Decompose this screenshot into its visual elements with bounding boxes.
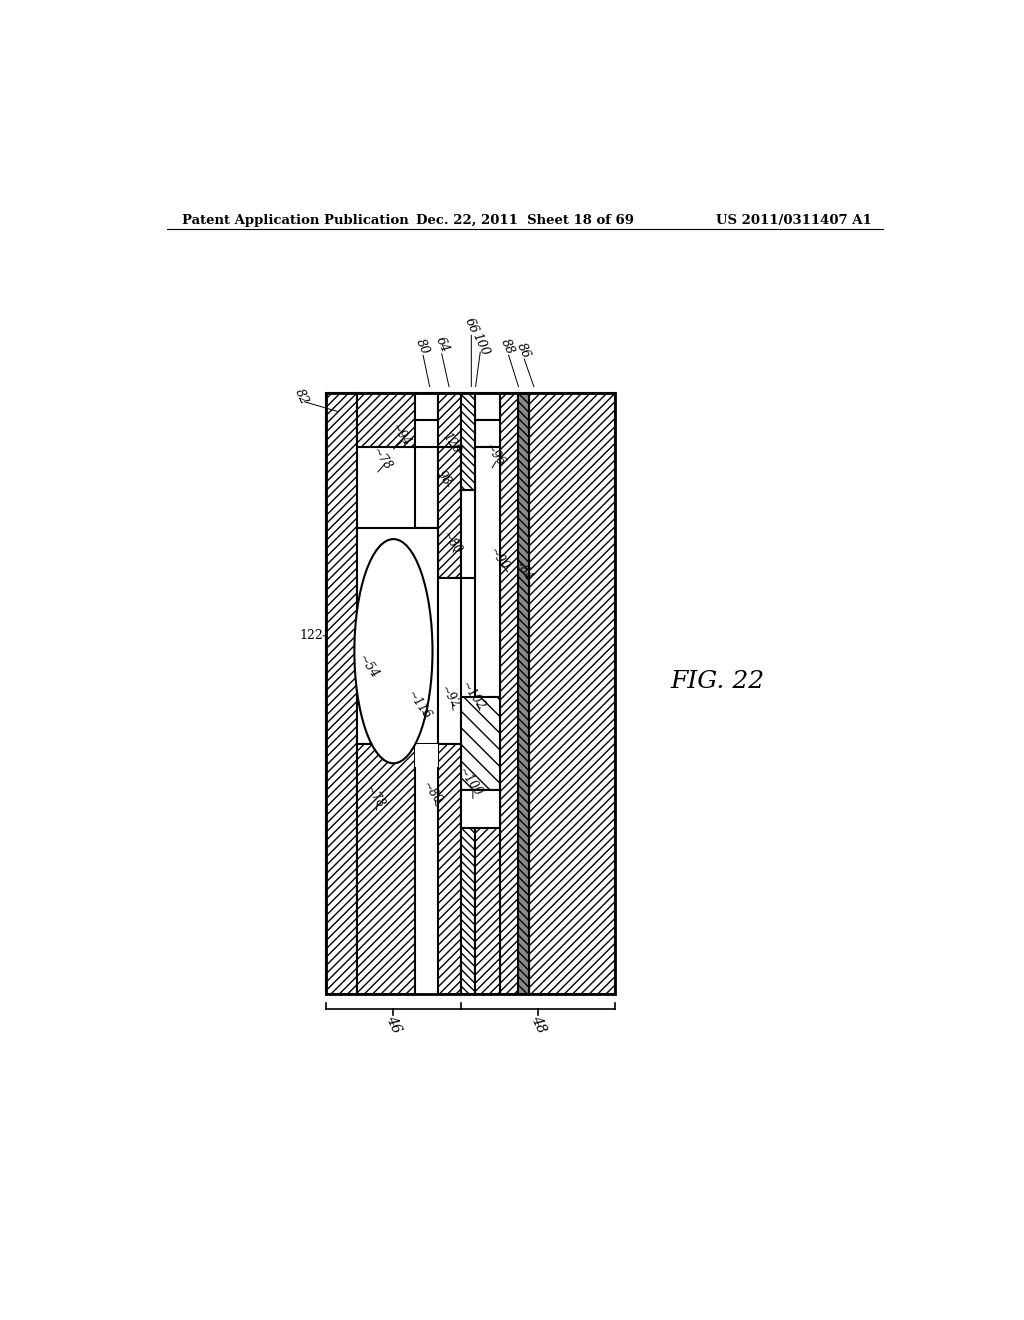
Text: ~90: ~90 [486, 545, 511, 573]
Text: ~102: ~102 [459, 678, 487, 713]
Text: 48: 48 [528, 1014, 548, 1036]
Bar [326, 393, 614, 994]
Bar [461, 393, 475, 490]
Bar [500, 393, 518, 994]
Text: Dec. 22, 2011  Sheet 18 of 69: Dec. 22, 2011 Sheet 18 of 69 [416, 214, 634, 227]
Text: ~92: ~92 [437, 684, 462, 711]
Bar [461, 789, 500, 829]
Text: 80: 80 [414, 337, 432, 356]
Bar [475, 393, 500, 420]
Text: ~84: ~84 [511, 557, 536, 585]
Bar [326, 393, 356, 994]
Bar [438, 578, 461, 743]
Bar [461, 697, 500, 789]
Text: 66: 66 [462, 317, 480, 337]
Text: 88: 88 [499, 337, 517, 356]
Text: US 2011/0311407 A1: US 2011/0311407 A1 [716, 214, 872, 227]
Bar [438, 393, 461, 447]
Bar [356, 393, 415, 447]
Text: ~54: ~54 [355, 652, 381, 681]
Bar [415, 743, 438, 767]
Bar [475, 420, 500, 447]
Text: ~94: ~94 [388, 421, 414, 450]
Bar [415, 447, 438, 528]
Ellipse shape [354, 539, 432, 763]
Text: 100: 100 [470, 330, 492, 358]
Text: ~100: ~100 [455, 766, 484, 799]
Text: FIG. 22: FIG. 22 [670, 671, 764, 693]
Text: ~80: ~80 [420, 780, 444, 808]
Text: 86: 86 [514, 341, 532, 360]
Bar [475, 789, 500, 994]
Bar [356, 528, 438, 743]
Text: 64: 64 [432, 335, 452, 355]
Bar [415, 393, 438, 420]
Text: 98: 98 [434, 469, 454, 488]
Bar [356, 743, 415, 994]
Text: 46: 46 [383, 1014, 403, 1036]
Text: ~96: ~96 [482, 441, 507, 469]
Bar [438, 743, 461, 994]
Text: ~78: ~78 [370, 445, 394, 473]
Text: 120: 120 [440, 430, 464, 457]
Text: Patent Application Publication: Patent Application Publication [182, 214, 409, 227]
Bar [461, 789, 475, 994]
Text: 82: 82 [292, 387, 311, 407]
Text: ~80: ~80 [439, 529, 465, 557]
Bar [475, 447, 500, 697]
Text: ~78: ~78 [362, 784, 387, 812]
Text: 122: 122 [300, 630, 324, 643]
Text: ~116: ~116 [404, 688, 433, 722]
Bar [461, 490, 475, 578]
Bar [438, 447, 461, 578]
Bar [518, 393, 529, 994]
Bar [529, 393, 614, 994]
